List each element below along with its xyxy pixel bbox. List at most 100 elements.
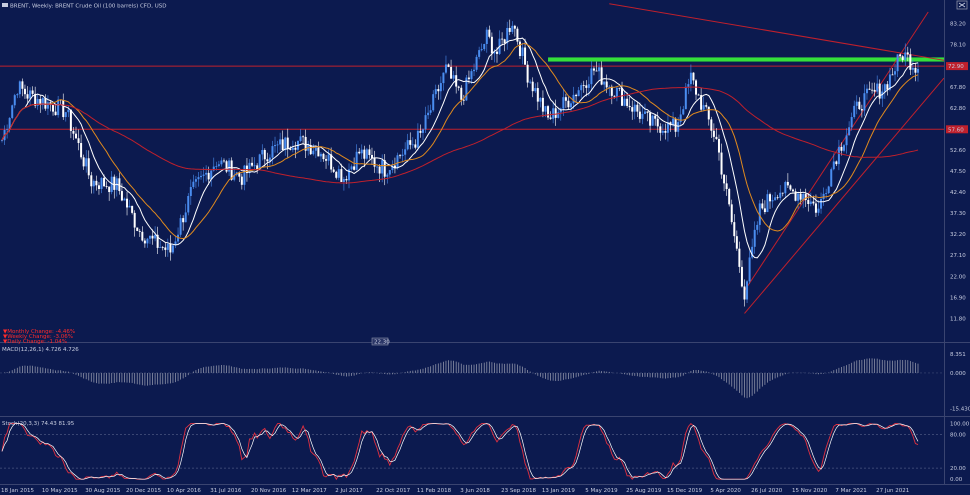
candle-body (325, 159, 328, 161)
candle-body (909, 54, 912, 70)
candle-body (643, 111, 646, 114)
candle-body (511, 25, 514, 32)
candle-body (240, 176, 243, 185)
pane-toggle-button[interactable] (371, 337, 389, 346)
candle-body (136, 227, 139, 231)
candle-body (896, 54, 899, 72)
candle-body (569, 103, 572, 108)
candle-body (529, 81, 532, 83)
candle-body (353, 166, 356, 170)
candle-body (552, 108, 555, 119)
candle-body (337, 169, 340, 178)
time-tick-label: 3 Jun 2018 (460, 488, 490, 494)
candle-body (373, 158, 376, 167)
price-pane[interactable] (0, 3, 945, 314)
price-tick-label: 27.10 (950, 253, 966, 259)
candle-body (886, 84, 889, 90)
candle-body (225, 161, 228, 172)
candle-body (414, 144, 417, 148)
candle-body (888, 74, 891, 90)
candle-body (123, 198, 126, 201)
candle-body (411, 144, 414, 146)
candle-body (370, 154, 373, 159)
candle-body (495, 51, 498, 54)
candle-body (141, 231, 144, 241)
axes-labels: 83.20 78.10 72.90 67.80 62.80 57.60 52.60 47.50… (1, 22, 970, 494)
candle-body (485, 29, 488, 45)
candle-body (304, 136, 307, 151)
candle-body (786, 181, 789, 186)
stochastic-pane[interactable] (0, 422, 944, 481)
resistance-highlight-band (548, 57, 944, 62)
price-tick-label: 11.80 (950, 316, 966, 322)
candle-body (424, 115, 427, 130)
time-tick-label: 15 Dec 2019 (667, 488, 703, 494)
candle-body (501, 38, 504, 40)
candle-body (406, 140, 409, 150)
candle-body (544, 106, 547, 112)
candle-body (271, 146, 274, 158)
candle-body (348, 169, 351, 181)
candle-body (873, 89, 876, 92)
candle-body (518, 41, 521, 56)
stoch-d-line (1, 423, 919, 480)
time-tick-label: 31 Jul 2016 (210, 488, 242, 494)
candle-body (817, 208, 820, 213)
time-tick-label: 23 Sep 2018 (501, 488, 536, 494)
candle-body (776, 197, 779, 199)
candle-body (585, 85, 588, 88)
candle-body (131, 205, 134, 213)
candle-body (473, 69, 476, 72)
candle-body (636, 104, 639, 112)
candle-body (837, 146, 840, 165)
price-tick-label: 32.20 (950, 232, 966, 238)
candle-body (554, 108, 557, 118)
candle-body (80, 143, 83, 158)
candle-body (845, 135, 848, 146)
candle-body (503, 39, 506, 44)
candle-body (794, 191, 797, 201)
candle-body (814, 203, 817, 213)
candle-body (345, 178, 348, 181)
candle-body (628, 105, 631, 108)
candle-body (90, 175, 93, 187)
close-icon[interactable] (956, 0, 968, 10)
candle-body (146, 238, 149, 244)
candle-body (631, 107, 634, 112)
candle-body (256, 165, 259, 170)
candle-body (549, 117, 552, 119)
ma-slow-line (1, 86, 919, 184)
candle-body (164, 247, 167, 250)
candle-body (447, 64, 450, 67)
candle-body (564, 97, 567, 101)
time-tick-label: 20 Nov 2016 (251, 488, 287, 494)
candle-body (751, 246, 754, 258)
candle-body (118, 178, 121, 192)
candle-body (478, 50, 481, 57)
daily-change: ▼Daily Change: -1.04% (3, 339, 67, 345)
time-tick-label: 5 Apr 2020 (710, 488, 741, 494)
candle-body (878, 83, 881, 99)
candle-body (746, 281, 749, 300)
candle-body (317, 147, 320, 157)
candle-body (876, 83, 879, 92)
candle-body (192, 181, 195, 188)
candle-body (381, 160, 384, 174)
candle-body (189, 187, 192, 196)
price-tick-label: 67.80 (950, 85, 966, 91)
candle-body (363, 149, 366, 159)
candle-body (799, 193, 802, 200)
candle-body (128, 205, 131, 208)
candle-body (720, 152, 723, 175)
candle-body (159, 247, 162, 248)
macd-pane[interactable] (0, 358, 944, 399)
candle-body (230, 160, 233, 180)
candle-body (120, 191, 123, 201)
candle-body (457, 86, 460, 88)
candle-body (664, 130, 667, 133)
candle-body (917, 68, 919, 73)
candle-body (524, 47, 527, 65)
candle-body (388, 170, 391, 175)
candle-body (615, 87, 618, 97)
